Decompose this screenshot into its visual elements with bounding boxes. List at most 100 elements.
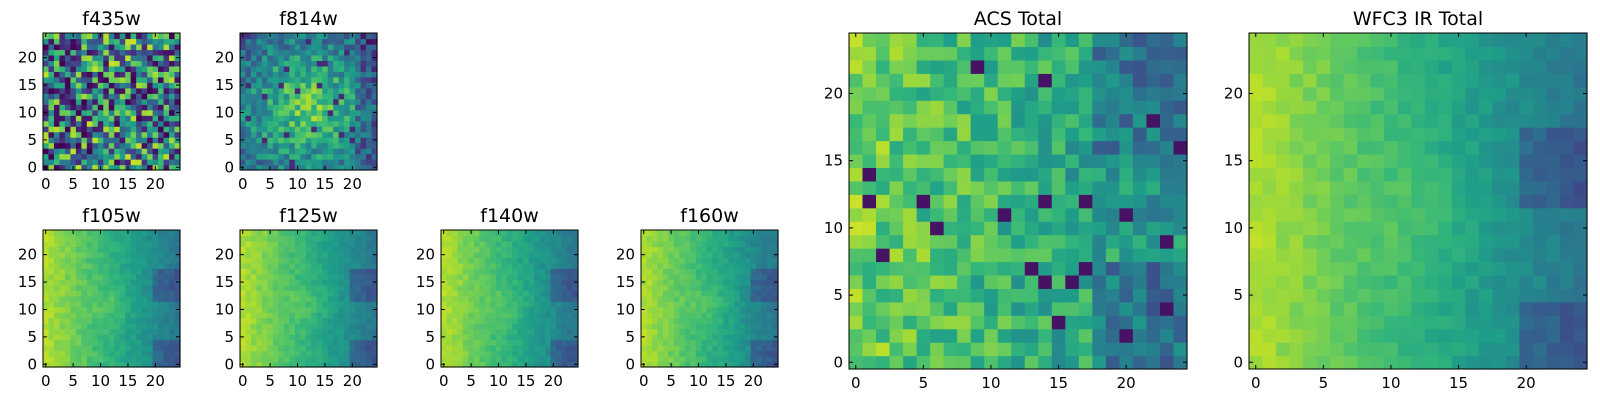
heatmap-cell bbox=[657, 268, 664, 275]
heatmap-cell bbox=[673, 257, 680, 264]
heatmap-cell bbox=[903, 167, 918, 182]
heatmap-cell bbox=[750, 235, 757, 242]
heatmap-cell bbox=[152, 257, 159, 264]
heatmap-cell bbox=[130, 279, 137, 286]
heatmap-cell bbox=[651, 273, 659, 280]
heatmap-cell bbox=[1303, 167, 1318, 182]
heatmap-cell bbox=[772, 312, 779, 319]
heatmap-cell bbox=[278, 98, 285, 105]
heatmap-cell bbox=[943, 207, 958, 222]
heatmap-cell bbox=[53, 230, 61, 237]
heatmap-cell bbox=[75, 126, 82, 133]
y-tick-label: 15 bbox=[215, 273, 234, 291]
heatmap-cell bbox=[64, 153, 71, 160]
heatmap-cell bbox=[283, 306, 290, 313]
heatmap-cell bbox=[943, 180, 958, 195]
heatmap-cell bbox=[245, 361, 252, 368]
heatmap-cell bbox=[1146, 328, 1161, 343]
heatmap-cell bbox=[984, 194, 999, 209]
heatmap-cell bbox=[92, 87, 99, 94]
heatmap-cell bbox=[1303, 342, 1318, 357]
heatmap-cell bbox=[930, 315, 945, 330]
heatmap-cell bbox=[97, 82, 104, 89]
heatmap-cell bbox=[1132, 194, 1148, 209]
heatmap-cell bbox=[451, 350, 459, 357]
heatmap-cell bbox=[114, 317, 121, 324]
heatmap-cell bbox=[366, 334, 373, 341]
heatmap-cell bbox=[300, 279, 307, 286]
heatmap-cell bbox=[136, 60, 143, 67]
heatmap-cell bbox=[256, 268, 263, 275]
heatmap-cell bbox=[473, 345, 480, 352]
heatmap-cell bbox=[695, 356, 702, 363]
heatmap-cell bbox=[305, 153, 312, 160]
heatmap-cell bbox=[668, 268, 675, 275]
heatmap-cell bbox=[1559, 248, 1575, 263]
heatmap-cell bbox=[930, 73, 945, 88]
heatmap-cell bbox=[517, 290, 524, 297]
heatmap-cell bbox=[64, 49, 71, 56]
heatmap-cell bbox=[501, 339, 508, 346]
heatmap-cell bbox=[108, 137, 115, 144]
heatmap-cell bbox=[1262, 288, 1277, 303]
heatmap-cell bbox=[756, 240, 763, 248]
heatmap-cell bbox=[1546, 248, 1561, 263]
heatmap-cell bbox=[849, 153, 864, 168]
heatmap-cell bbox=[48, 38, 55, 45]
heatmap-cell bbox=[957, 153, 972, 168]
heatmap-cell bbox=[283, 49, 290, 56]
heatmap-cell bbox=[152, 317, 159, 324]
heatmap-cell bbox=[728, 350, 735, 357]
heatmap-cell bbox=[1132, 33, 1148, 48]
heatmap-cell bbox=[506, 345, 513, 352]
heatmap-cell bbox=[43, 60, 50, 67]
heatmap-cell bbox=[451, 339, 459, 346]
heatmap-cell bbox=[761, 356, 768, 363]
heatmap-cell bbox=[86, 235, 93, 242]
heatmap-cell bbox=[930, 100, 945, 115]
heatmap-cell bbox=[136, 87, 143, 94]
heatmap-cell bbox=[701, 240, 708, 248]
heatmap-cell bbox=[294, 71, 301, 78]
heatmap-cell bbox=[311, 240, 318, 248]
heatmap-cell bbox=[141, 262, 148, 269]
heatmap-cell bbox=[92, 137, 99, 144]
heatmap-cell bbox=[1011, 113, 1026, 128]
heatmap-cell bbox=[272, 33, 279, 40]
heatmap-cell bbox=[679, 262, 686, 269]
heatmap-cell bbox=[136, 159, 143, 166]
heatmap-cell bbox=[300, 235, 307, 242]
heatmap-cell bbox=[446, 334, 453, 341]
heatmap-cell bbox=[957, 33, 972, 48]
heatmap-cell bbox=[81, 93, 88, 100]
heatmap-cell bbox=[651, 257, 659, 264]
heatmap-cell bbox=[289, 142, 296, 149]
heatmap-cell bbox=[333, 279, 340, 286]
heatmap-cell bbox=[152, 49, 159, 56]
heatmap-cell bbox=[158, 262, 165, 269]
heatmap-cell bbox=[1397, 221, 1412, 236]
heatmap-cell bbox=[512, 306, 519, 313]
heatmap-cell bbox=[366, 246, 373, 253]
heatmap-cell bbox=[43, 65, 50, 72]
heatmap-cell bbox=[739, 273, 746, 280]
heatmap-cell bbox=[327, 126, 334, 133]
heatmap-cell bbox=[316, 82, 323, 89]
heatmap-cell bbox=[371, 317, 378, 324]
heatmap-cell bbox=[283, 109, 290, 116]
heatmap-cell bbox=[103, 43, 110, 51]
heatmap-cell bbox=[355, 257, 362, 264]
heatmap-cell bbox=[311, 301, 318, 308]
heatmap-cell bbox=[662, 273, 669, 280]
heatmap-cell bbox=[119, 148, 126, 155]
x-tick-label: 0 bbox=[41, 372, 51, 390]
heatmap-cell bbox=[130, 317, 137, 324]
heatmap-cell bbox=[528, 230, 535, 237]
heatmap-cell bbox=[371, 93, 378, 100]
heatmap-cell bbox=[957, 274, 972, 289]
heatmap-cell bbox=[250, 262, 258, 269]
heatmap-cell bbox=[745, 317, 752, 324]
heatmap-cell bbox=[245, 284, 252, 291]
heatmap-cell bbox=[152, 240, 159, 248]
heatmap-cell bbox=[545, 279, 552, 286]
